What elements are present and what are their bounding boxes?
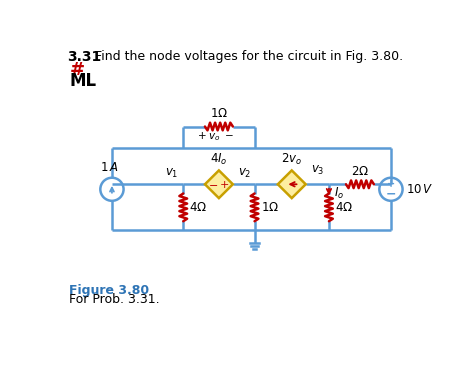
Text: Figure 3.80: Figure 3.80 (69, 284, 149, 297)
Text: $v_3$: $v_3$ (311, 164, 324, 177)
Text: $1\Omega$: $1\Omega$ (261, 201, 279, 214)
Text: $4\Omega$: $4\Omega$ (335, 201, 353, 214)
Text: Find the node voltages for the circuit in Fig. 3.80.: Find the node voltages for the circuit i… (95, 50, 403, 63)
Text: $2\Omega$: $2\Omega$ (351, 165, 369, 178)
Text: +: + (387, 180, 395, 189)
Text: $1\Omega$: $1\Omega$ (210, 107, 228, 120)
Text: ML: ML (69, 72, 96, 90)
Text: $+\;v_o\;-$: $+\;v_o\;-$ (197, 130, 234, 143)
Text: #: # (69, 61, 84, 79)
Polygon shape (278, 170, 306, 198)
Text: $10\,V$: $10\,V$ (406, 183, 433, 196)
Text: $4\Omega$: $4\Omega$ (190, 201, 208, 214)
Text: $v_1$: $v_1$ (165, 167, 179, 180)
Text: $2v_o$: $2v_o$ (281, 151, 302, 166)
Text: $4I_o$: $4I_o$ (210, 151, 228, 166)
Text: For Prob. 3.31.: For Prob. 3.31. (69, 293, 160, 306)
Text: $-$: $-$ (208, 179, 218, 189)
Text: $I_o$: $I_o$ (334, 186, 344, 201)
Text: $1\,A$: $1\,A$ (100, 161, 119, 174)
Text: −: − (386, 188, 396, 200)
Text: 3.31: 3.31 (67, 50, 101, 63)
Text: $v_2$: $v_2$ (238, 167, 251, 180)
Text: $+$: $+$ (219, 179, 229, 190)
Polygon shape (205, 170, 233, 198)
